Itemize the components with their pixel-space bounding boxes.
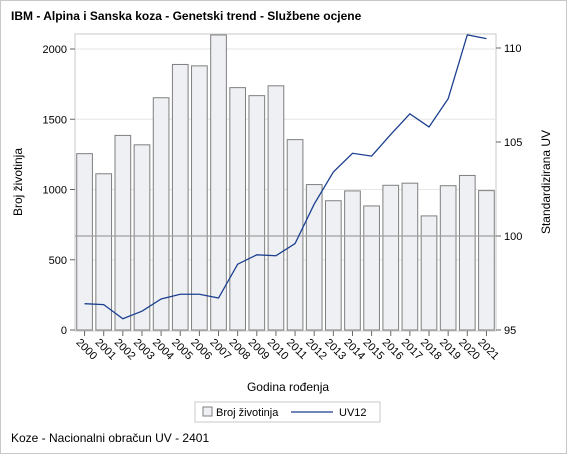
bar-2005 [171, 63, 189, 331]
chart-title: IBM - Alpina i Sanska koza - Genetski tr… [11, 9, 362, 23]
bar-2003 [133, 144, 151, 331]
bar-2004 [152, 97, 170, 331]
bar-2006 [191, 65, 208, 331]
bar-2017 [401, 182, 419, 331]
x-tick-label: 2017 [399, 337, 425, 363]
bar-2015 [363, 205, 380, 331]
x-axis-label: Godina rođenja [247, 380, 329, 394]
legend-line-label: UV12 [339, 407, 367, 419]
bar-2019 [439, 185, 457, 331]
bar-2007 [210, 34, 227, 331]
y-tick-label: 0 [61, 325, 67, 337]
x-tick-label: 2003 [131, 337, 157, 363]
x-tick-label: 2004 [150, 337, 176, 363]
y-tick-label: 2000 [43, 44, 67, 56]
x-tick-label: 2008 [227, 337, 253, 363]
x-tick-label: 2013 [322, 337, 348, 363]
x-tick-label: 2016 [380, 337, 406, 363]
y2-tick-label: 105 [504, 137, 522, 149]
x-tick-label: 2007 [207, 337, 233, 363]
bar-2000 [76, 153, 93, 331]
legend-frame [194, 401, 381, 423]
x-tick-label: 2015 [360, 337, 386, 363]
x-tick-label: 2005 [169, 337, 195, 363]
y-tick-label: 1500 [43, 114, 67, 126]
y-axis-right: 95 100 105 110 [496, 43, 522, 337]
y2-tick-label: 95 [504, 325, 516, 337]
uv12-line [84, 34, 487, 320]
y2-tick-label: 110 [504, 43, 522, 55]
bar-2016 [382, 184, 400, 331]
line-series [84, 34, 487, 320]
bar-series [76, 34, 495, 331]
bar-2020 [458, 174, 476, 331]
x-tick-label: 2019 [437, 337, 463, 363]
x-tick-label: 2002 [112, 337, 138, 363]
y-tick-label: 1000 [43, 185, 67, 197]
x-tick-label: 2018 [418, 337, 444, 363]
bar-2014 [344, 190, 361, 331]
x-tick-label: 2009 [246, 337, 272, 363]
y-tick-label: 500 [49, 255, 67, 267]
x-tick-label: 2011 [284, 337, 309, 362]
x-axis: 2000200120022003200420052006200720082009… [73, 331, 501, 362]
x-tick-label: 2012 [303, 337, 329, 363]
y-axis-left: 0 500 1000 1500 2000 [43, 44, 75, 337]
y-axis-label: Broj životinja [11, 148, 25, 216]
bar-2001 [95, 173, 113, 331]
bar-2002 [114, 134, 132, 331]
x-tick-label: 2006 [188, 337, 214, 363]
y2-axis-label: Standardizirana UV [539, 130, 553, 234]
x-tick-label: 2000 [73, 337, 99, 363]
bar-2021 [478, 190, 495, 331]
bar-2010 [267, 85, 285, 331]
bar-2009 [248, 95, 266, 331]
bar-2012 [305, 184, 323, 331]
x-tick-label: 2020 [456, 337, 482, 363]
bar-2013 [324, 200, 342, 331]
legend: Broj životinja UV12 [194, 401, 381, 423]
y2-tick-label: 100 [504, 231, 522, 243]
bar-2018 [420, 215, 438, 331]
bar-2008 [229, 87, 247, 331]
x-tick-label: 2010 [265, 337, 291, 363]
x-tick-label: 2001 [93, 337, 119, 363]
x-tick-label: 2014 [341, 337, 367, 363]
bar-2011 [286, 139, 304, 331]
legend-bar-swatch [202, 406, 213, 417]
footnote: Koze - Nacionalni obračun UV - 2401 [11, 431, 210, 445]
legend-bar-label: Broj životinja [216, 407, 279, 419]
x-tick-label: 2021 [475, 337, 501, 363]
